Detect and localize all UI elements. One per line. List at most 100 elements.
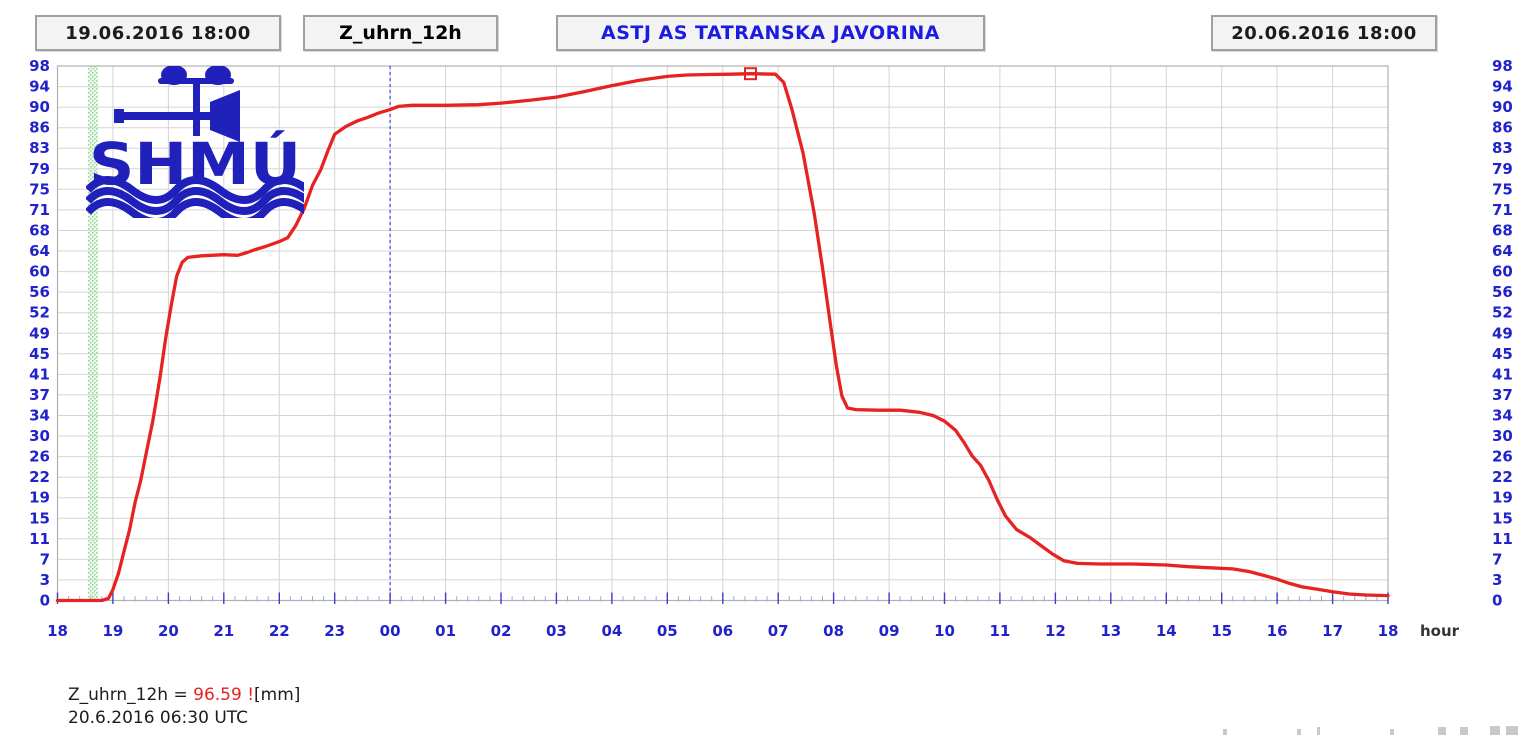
readout-unit: [mm] bbox=[254, 685, 301, 705]
svg-text:34: 34 bbox=[1492, 407, 1513, 425]
svg-text:60: 60 bbox=[1492, 263, 1513, 281]
svg-text:49: 49 bbox=[29, 324, 50, 342]
svg-text:86: 86 bbox=[1492, 119, 1513, 137]
water-waves-icon bbox=[86, 176, 304, 218]
vertical-gridlines bbox=[112, 66, 1334, 601]
x-axis-minor-ticks bbox=[68, 596, 1378, 602]
svg-text:26: 26 bbox=[1492, 448, 1513, 466]
svg-text:23: 23 bbox=[324, 622, 345, 640]
svg-text:71: 71 bbox=[1492, 201, 1513, 219]
svg-text:90: 90 bbox=[29, 98, 50, 116]
svg-text:11: 11 bbox=[29, 530, 50, 548]
svg-text:7: 7 bbox=[40, 550, 50, 568]
x-axis-unit-label: hour bbox=[1420, 622, 1460, 640]
svg-text:86: 86 bbox=[29, 119, 50, 137]
svg-text:98: 98 bbox=[1492, 57, 1513, 75]
svg-text:13: 13 bbox=[1100, 622, 1121, 640]
svg-text:79: 79 bbox=[1492, 160, 1513, 178]
readout-timestamp: 20.6.2016 06:30 UTC bbox=[68, 708, 249, 728]
svg-text:83: 83 bbox=[29, 139, 50, 157]
svg-text:11: 11 bbox=[989, 622, 1010, 640]
svg-text:08: 08 bbox=[823, 622, 844, 640]
svg-text:02: 02 bbox=[491, 622, 512, 640]
svg-text:64: 64 bbox=[1492, 242, 1513, 260]
svg-text:52: 52 bbox=[29, 304, 50, 322]
svg-text:37: 37 bbox=[1492, 386, 1513, 404]
svg-text:03: 03 bbox=[546, 622, 567, 640]
svg-text:71: 71 bbox=[29, 201, 50, 219]
svg-text:94: 94 bbox=[1492, 78, 1513, 96]
start-datetime-label: 19.06.2016 18:00 bbox=[65, 22, 251, 44]
svg-text:04: 04 bbox=[601, 622, 622, 640]
svg-text:19: 19 bbox=[102, 622, 123, 640]
svg-text:56: 56 bbox=[1492, 283, 1513, 301]
svg-text:75: 75 bbox=[1492, 180, 1513, 198]
cursor-marker bbox=[744, 67, 757, 81]
readout-value-line: Z_uhrn_12h = 96.59 ![mm] bbox=[68, 684, 300, 707]
parameter-label: Z_uhrn_12h bbox=[339, 22, 462, 44]
y-axis-labels-right: 0371115192226303437414549525660646871757… bbox=[1492, 57, 1513, 610]
svg-text:00: 00 bbox=[380, 622, 401, 640]
svg-text:06: 06 bbox=[712, 622, 733, 640]
y-axis-labels-left: 0371115192226303437414549525660646871757… bbox=[29, 57, 50, 610]
readout-value: 96.59 ! bbox=[193, 685, 255, 705]
svg-text:83: 83 bbox=[1492, 139, 1513, 157]
svg-text:09: 09 bbox=[879, 622, 900, 640]
svg-text:34: 34 bbox=[29, 407, 50, 425]
svg-text:56: 56 bbox=[29, 283, 50, 301]
svg-text:18: 18 bbox=[47, 622, 68, 640]
svg-text:41: 41 bbox=[1492, 365, 1513, 383]
svg-text:37: 37 bbox=[29, 386, 50, 404]
svg-text:94: 94 bbox=[29, 78, 50, 96]
svg-text:15: 15 bbox=[1211, 622, 1232, 640]
svg-text:15: 15 bbox=[1492, 509, 1513, 527]
svg-text:79: 79 bbox=[29, 160, 50, 178]
svg-text:15: 15 bbox=[29, 509, 50, 527]
svg-text:07: 07 bbox=[768, 622, 789, 640]
svg-text:12: 12 bbox=[1045, 622, 1066, 640]
svg-text:41: 41 bbox=[29, 365, 50, 383]
svg-text:7: 7 bbox=[1492, 550, 1502, 568]
x-axis-labels: 18 19 20 21 22 23 00 01 02 03 04 05 06 07 08 09 10 11 12 13… bbox=[47, 622, 1398, 640]
svg-text:0: 0 bbox=[1492, 592, 1502, 610]
svg-text:21: 21 bbox=[213, 622, 234, 640]
svg-text:22: 22 bbox=[29, 468, 50, 486]
readout-parameter: Z_uhrn_12h = bbox=[68, 685, 194, 705]
svg-text:75: 75 bbox=[29, 180, 50, 198]
svg-text:17: 17 bbox=[1322, 622, 1343, 640]
precipitation-curve bbox=[55, 72, 1390, 603]
svg-text:01: 01 bbox=[435, 622, 456, 640]
svg-text:3: 3 bbox=[40, 571, 50, 589]
svg-text:05: 05 bbox=[657, 622, 678, 640]
svg-text:45: 45 bbox=[1492, 345, 1513, 363]
svg-text:22: 22 bbox=[1492, 468, 1513, 486]
svg-text:30: 30 bbox=[1492, 427, 1513, 445]
svg-text:3: 3 bbox=[1492, 571, 1502, 589]
parameter-box: Z_uhrn_12h bbox=[303, 15, 498, 51]
svg-text:30: 30 bbox=[29, 427, 50, 445]
end-datetime-box: 20.06.2016 18:00 bbox=[1211, 15, 1437, 51]
svg-text:11: 11 bbox=[1492, 530, 1513, 548]
svg-text:98: 98 bbox=[29, 57, 50, 75]
x-axis-major-ticks bbox=[56, 592, 1389, 604]
svg-text:52: 52 bbox=[1492, 304, 1513, 322]
svg-text:18: 18 bbox=[1378, 622, 1399, 640]
svg-text:26: 26 bbox=[29, 448, 50, 466]
svg-text:68: 68 bbox=[1492, 222, 1513, 240]
station-box: ASTJ AS TATRANSKA JAVORINA bbox=[556, 15, 985, 51]
shmu-logo: SHMÚ bbox=[86, 66, 304, 218]
svg-text:0: 0 bbox=[40, 592, 50, 610]
svg-text:45: 45 bbox=[29, 345, 50, 363]
svg-text:19: 19 bbox=[1492, 489, 1513, 507]
svg-text:22: 22 bbox=[269, 622, 290, 640]
svg-text:16: 16 bbox=[1267, 622, 1288, 640]
svg-text:49: 49 bbox=[1492, 324, 1513, 342]
anemometer-icon bbox=[114, 66, 240, 142]
cursor-readout: Z_uhrn_12h = 96.59 ![mm] 20.6.2016 06:30… bbox=[68, 684, 300, 730]
svg-text:60: 60 bbox=[29, 263, 50, 281]
svg-text:19: 19 bbox=[29, 489, 50, 507]
station-label: ASTJ AS TATRANSKA JAVORINA bbox=[601, 22, 940, 44]
svg-text:10: 10 bbox=[934, 622, 955, 640]
